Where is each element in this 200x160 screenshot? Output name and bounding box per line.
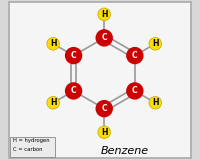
Circle shape	[149, 37, 162, 50]
Text: H: H	[152, 39, 159, 48]
FancyBboxPatch shape	[9, 2, 191, 158]
Text: C: C	[132, 86, 138, 96]
Text: C: C	[101, 33, 107, 42]
FancyBboxPatch shape	[10, 137, 55, 157]
Circle shape	[66, 48, 82, 64]
Text: Benzene: Benzene	[101, 146, 149, 156]
Circle shape	[149, 96, 162, 109]
Text: C: C	[71, 51, 76, 60]
Circle shape	[66, 83, 82, 99]
Circle shape	[127, 48, 143, 64]
Circle shape	[98, 126, 111, 139]
Text: H: H	[101, 10, 107, 19]
Circle shape	[47, 37, 59, 50]
Circle shape	[96, 30, 112, 46]
Text: C: C	[132, 51, 138, 60]
Text: C: C	[101, 104, 107, 113]
Text: H: H	[101, 128, 107, 137]
Circle shape	[98, 8, 111, 21]
Text: C = carbon: C = carbon	[13, 147, 43, 152]
Text: H: H	[50, 98, 56, 107]
Text: H = hydrogen: H = hydrogen	[13, 138, 50, 143]
Text: H: H	[152, 98, 159, 107]
Text: C: C	[71, 86, 76, 96]
Text: H: H	[50, 39, 56, 48]
Circle shape	[47, 96, 59, 109]
Circle shape	[127, 83, 143, 99]
Circle shape	[96, 101, 112, 117]
